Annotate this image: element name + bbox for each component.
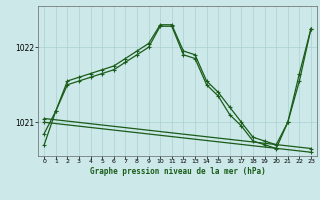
X-axis label: Graphe pression niveau de la mer (hPa): Graphe pression niveau de la mer (hPa) (90, 167, 266, 176)
